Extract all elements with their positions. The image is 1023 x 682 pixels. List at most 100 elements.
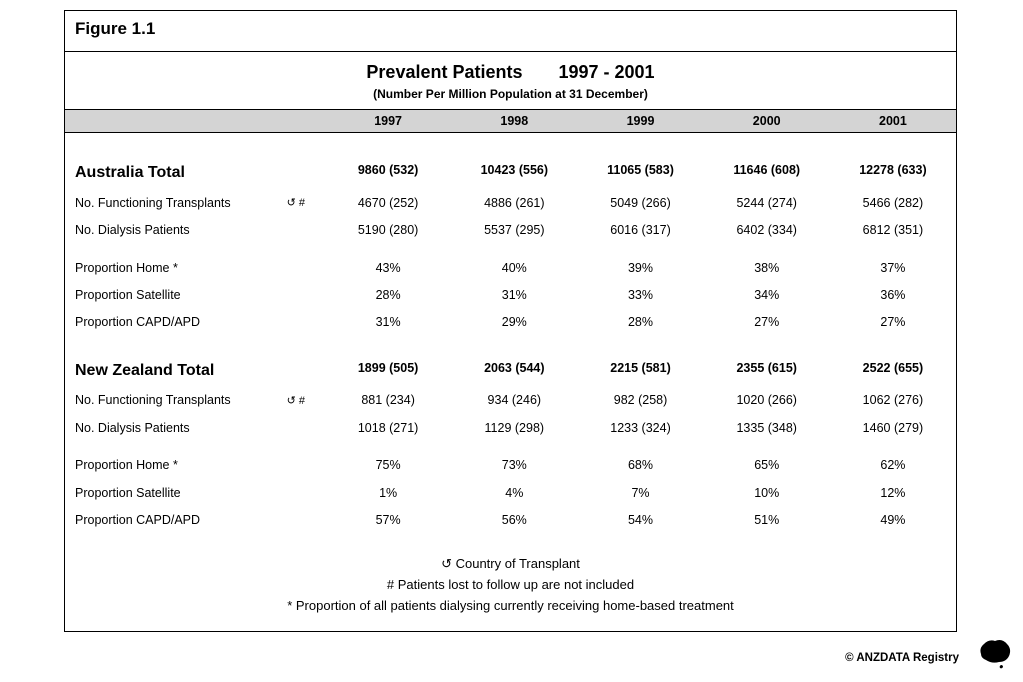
year-header: 2000 [704,110,830,132]
table-row: Proportion Satellite28%31%33%34%36% [65,282,956,309]
row-label: Proportion Home * [65,255,325,282]
cell-value: 1018 (271) [325,415,451,442]
section-total-row: New Zealand Total1899 (505)2063 (544)221… [65,355,956,388]
cell-value: 10423 (556) [451,157,577,190]
cell-value: 65% [704,452,830,479]
cell-value: 31% [325,309,451,336]
footnote: ↺ Country of Transplant [65,554,956,575]
section-total-row: Australia Total9860 (532)10423 (556)1106… [65,157,956,190]
cell-value: 49% [830,507,956,534]
cell-value: 34% [704,282,830,309]
row-label: Australia Total [65,157,325,190]
cell-value: 54% [577,507,703,534]
footnotes: ↺ Country of Transplant # Patients lost … [65,550,956,630]
cell-value: 39% [577,255,703,282]
cell-value: 68% [577,452,703,479]
table-row: Proportion Home *75%73%68%65%62% [65,452,956,479]
cell-value: 1335 (348) [704,415,830,442]
cell-value: 5466 (282) [830,190,956,217]
cell-value: 2522 (655) [830,355,956,388]
cell-value: 27% [704,309,830,336]
cell-value: 2355 (615) [704,355,830,388]
transplant-marker: ↺ # [287,195,305,212]
cell-value: 1% [325,480,451,507]
year-header-spacer [65,110,325,132]
table-row: Proportion CAPD/APD57%56%54%51%49% [65,507,956,534]
year-header: 1998 [451,110,577,132]
cell-value: 9860 (532) [325,157,451,190]
cell-value: 6812 (351) [830,217,956,244]
cell-value: 27% [830,309,956,336]
cell-value: 5190 (280) [325,217,451,244]
cell-value: 75% [325,452,451,479]
cell-value: 7% [577,480,703,507]
table-row: Proportion Home *43%40%39%38%37% [65,255,956,282]
row-label: Proportion Satellite [65,282,325,309]
copyright: © ANZDATA Registry [845,652,959,664]
cell-value: 881 (234) [325,387,451,414]
cell-value: 73% [451,452,577,479]
cell-value: 62% [830,452,956,479]
cell-value: 28% [577,309,703,336]
cell-value: 12278 (633) [830,157,956,190]
row-label: Proportion Home * [65,452,325,479]
table-row: No. Dialysis Patients5190 (280)5537 (295… [65,217,956,244]
cell-value: 37% [830,255,956,282]
row-label: No. Functioning Transplants↺ # [65,387,325,414]
transplant-marker: ↺ # [287,393,305,410]
cell-value: 5244 (274) [704,190,830,217]
cell-value: 1062 (276) [830,387,956,414]
cell-value: 1020 (266) [704,387,830,414]
cell-value: 1899 (505) [325,355,451,388]
cell-value: 31% [451,282,577,309]
title-block: Prevalent Patients 1997 - 2001 (Number P… [65,52,956,110]
row-label: Proportion CAPD/APD [65,309,325,336]
cell-value: 11646 (608) [704,157,830,190]
table-body: Australia Total9860 (532)10423 (556)1106… [65,133,956,550]
cell-value: 982 (258) [577,387,703,414]
cell-value: 38% [704,255,830,282]
cell-value: 33% [577,282,703,309]
cell-value: 5537 (295) [451,217,577,244]
cell-value: 1129 (298) [451,415,577,442]
table-row: No. Dialysis Patients1018 (271)1129 (298… [65,415,956,442]
cell-value: 57% [325,507,451,534]
year-header: 1999 [577,110,703,132]
cell-value: 1233 (324) [577,415,703,442]
cell-value: 4886 (261) [451,190,577,217]
row-label: New Zealand Total [65,355,325,388]
cell-value: 2063 (544) [451,355,577,388]
year-header-row: 1997 1998 1999 2000 2001 [65,110,956,133]
cell-value: 43% [325,255,451,282]
row-label: Proportion Satellite [65,480,325,507]
cell-value: 6402 (334) [704,217,830,244]
cell-value: 2215 (581) [577,355,703,388]
australia-map-icon [975,632,1015,672]
cell-value: 1460 (279) [830,415,956,442]
row-label: Proportion CAPD/APD [65,507,325,534]
year-header: 2001 [830,110,956,132]
cell-value: 11065 (583) [577,157,703,190]
cell-value: 4670 (252) [325,190,451,217]
cell-value: 4% [451,480,577,507]
row-label: No. Dialysis Patients [65,217,325,244]
cell-value: 10% [704,480,830,507]
cell-value: 5049 (266) [577,190,703,217]
table-row: No. Functioning Transplants↺ #4670 (252)… [65,190,956,217]
cell-value: 6016 (317) [577,217,703,244]
figure-frame: Figure 1.1 Prevalent Patients 1997 - 200… [64,10,957,632]
subtitle: (Number Per Million Population at 31 Dec… [65,87,956,101]
cell-value: 12% [830,480,956,507]
row-label: No. Dialysis Patients [65,415,325,442]
cell-value: 934 (246) [451,387,577,414]
cell-value: 51% [704,507,830,534]
cell-value: 29% [451,309,577,336]
row-label: No. Functioning Transplants↺ # [65,190,325,217]
figure-label: Figure 1.1 [65,11,956,52]
table-row: Proportion CAPD/APD31%29%28%27%27% [65,309,956,336]
table-row: No. Functioning Transplants↺ #881 (234)9… [65,387,956,414]
cell-value: 40% [451,255,577,282]
footnote: * Proportion of all patients dialysing c… [65,596,956,617]
cell-value: 36% [830,282,956,309]
cell-value: 56% [451,507,577,534]
